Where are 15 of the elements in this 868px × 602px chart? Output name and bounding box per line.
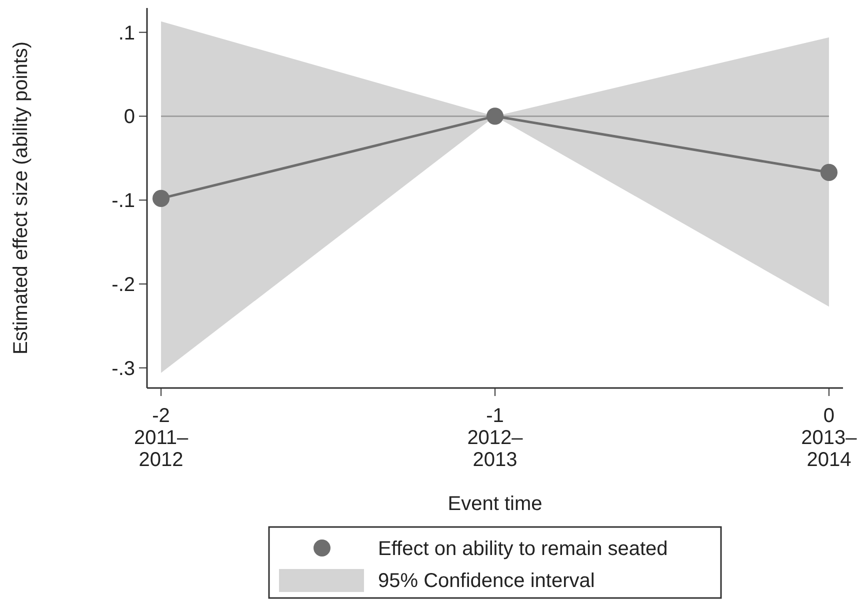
point: [820, 164, 838, 181]
y-tick-label: -.3: [112, 358, 135, 380]
x-tick-label: -2 2011– 2012: [134, 405, 189, 471]
y-tick-label: -.2: [112, 274, 135, 296]
point: [486, 108, 504, 125]
x-tick-label: -1 2012– 2013: [467, 405, 524, 471]
y-axis-title: Estimated effect size (ability points): [10, 41, 32, 355]
y-tick-label: 0: [124, 106, 135, 128]
text: 95% Confidence interval: [378, 570, 595, 592]
y-tick-label: -.1: [112, 190, 135, 212]
x-tick-label: 0 2013– 2014: [801, 405, 858, 471]
point: [152, 190, 170, 207]
legend-label: Effect on ability to remain seated: [378, 538, 668, 560]
y-tick-label: .1: [118, 22, 135, 44]
x-axis-title: Event time: [448, 493, 542, 515]
